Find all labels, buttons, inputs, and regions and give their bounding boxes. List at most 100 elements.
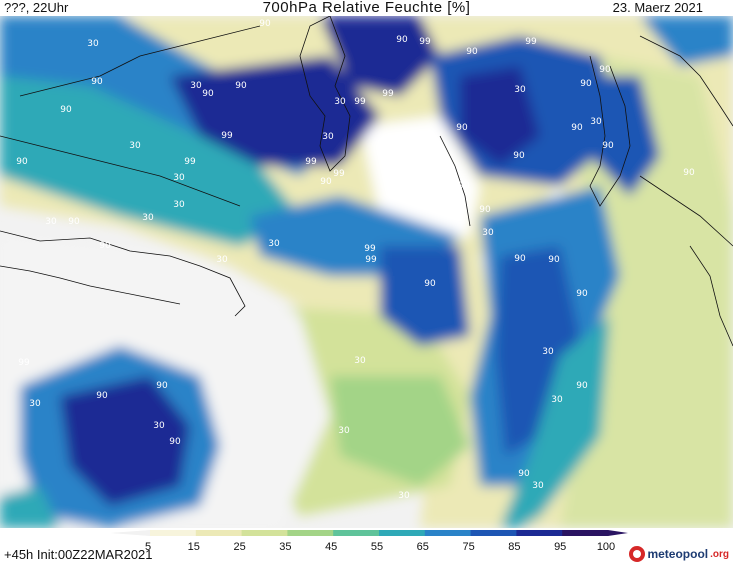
contour-label: 90 xyxy=(202,89,214,99)
logo-text: meteopool xyxy=(647,547,709,561)
contour-label: 30 xyxy=(268,239,280,249)
contour-label: 90 xyxy=(683,168,695,178)
colorbar-tick-label: 95 xyxy=(554,541,566,552)
contour-label: 30 xyxy=(398,491,410,501)
contour-label: 30 xyxy=(542,347,554,357)
colorbar-segment xyxy=(379,530,426,536)
contour-label: 99 xyxy=(525,37,537,47)
contour-label: 99 xyxy=(382,89,394,99)
contour-label: 90 xyxy=(428,141,440,151)
contour-label: 30 xyxy=(153,421,165,431)
colorbar-tick-label: 5 xyxy=(145,541,151,552)
contour-label: 90 xyxy=(99,241,111,251)
contour-label: 99 xyxy=(305,157,317,167)
contour-label: 90 xyxy=(513,151,525,161)
contour-label: 30 xyxy=(142,213,154,223)
contour-label: 90 xyxy=(458,181,470,191)
coastlines xyxy=(0,16,733,347)
contour-label: 90 xyxy=(424,279,436,289)
contour-label: 30 xyxy=(354,356,366,366)
contour-label: 90 xyxy=(16,157,28,167)
contour-label: 90 xyxy=(599,65,611,75)
colorbar-segment xyxy=(333,530,380,536)
contour-label: 90 xyxy=(396,35,408,45)
contour-label: 90 xyxy=(571,123,583,133)
contour-label: 30 xyxy=(190,81,202,91)
run-info: +45h Init:00Z22MAR2021 xyxy=(4,547,153,562)
contour-label: 30 xyxy=(45,217,57,227)
contour-label: 30 xyxy=(590,117,602,127)
contour-label: 30 xyxy=(338,426,350,436)
colorbar-min-arrow xyxy=(110,530,150,536)
contour-label: 90 xyxy=(169,437,181,447)
colorbar-tick-label: 15 xyxy=(188,541,200,552)
colorbar-tick-label: 25 xyxy=(233,541,245,552)
colorbar-segment xyxy=(424,530,472,536)
contour-label: 30 xyxy=(173,200,185,210)
contour-label: 90 xyxy=(602,141,614,151)
forecast-date: 23. Maerz 2021 xyxy=(612,0,703,15)
contour-label: 30 xyxy=(216,255,228,265)
map-title: 700hPa Relative Feuchte [%] xyxy=(262,0,471,16)
contour-label: 30 xyxy=(173,173,185,183)
contour-label: 99 xyxy=(18,358,30,368)
contour-label: 99 xyxy=(354,97,366,107)
humidity-field xyxy=(0,16,733,528)
colorbar-segment xyxy=(150,530,197,536)
colorbar-tick-label: 35 xyxy=(279,541,291,552)
contour-label: 90 xyxy=(96,391,108,401)
contour-label: 99 xyxy=(419,37,431,47)
contour-label: 90 xyxy=(466,47,478,57)
contour-label: 90 xyxy=(518,469,530,479)
contour-label: 90 xyxy=(60,105,72,115)
contour-label: 30 xyxy=(532,481,544,491)
contour-label: 30 xyxy=(514,85,526,95)
contour-label: 90 xyxy=(320,177,332,187)
colorbar-max-arrow xyxy=(608,530,628,536)
contour-label: 90 xyxy=(548,255,560,265)
logo-icon xyxy=(629,546,646,562)
contour-label: 90 xyxy=(68,217,80,227)
contour-label: 90 xyxy=(156,381,168,391)
colorbar-tick-label: 65 xyxy=(417,541,429,552)
contour-label: 30 xyxy=(322,132,334,142)
contour-label: 99 xyxy=(221,131,233,141)
meteopool-logo: meteopool .org xyxy=(629,546,729,562)
colorbar-tick-label: 100 xyxy=(597,541,615,552)
contour-label: 30 xyxy=(334,97,346,107)
colorbar-segment xyxy=(195,530,243,536)
contour-label: 90 xyxy=(580,79,592,89)
region-time-label: ???, 22Uhr xyxy=(4,0,69,15)
colorbar-tick-label: 45 xyxy=(325,541,337,552)
contour-label: 90 xyxy=(576,381,588,391)
contour-label: 99 xyxy=(333,169,345,179)
contour-label: 99 xyxy=(365,255,377,265)
colorbar-tick-label: 85 xyxy=(508,541,520,552)
contour-label: 90 xyxy=(456,123,468,133)
logo-tld: .org xyxy=(710,548,729,560)
contour-label: 90 xyxy=(576,289,588,299)
colorbar-segment xyxy=(241,530,288,536)
contour-label: 90 xyxy=(479,205,491,215)
colorbar-tick-label: 75 xyxy=(462,541,474,552)
contour-label: 90 xyxy=(235,81,247,91)
colorbar-segment xyxy=(287,530,334,536)
colorbar: 5 15 25 35 45 55 65 75 85 95 100 xyxy=(110,530,628,552)
contour-label: 99 xyxy=(364,244,376,254)
contour-label: 30 xyxy=(87,39,99,49)
contour-label: 30 xyxy=(129,141,141,151)
contour-label: 99 xyxy=(184,157,196,167)
contour-label: 30 xyxy=(482,228,494,238)
contour-label: 30 xyxy=(29,399,41,409)
contour-label: 90 xyxy=(514,254,526,264)
colorbar-segment xyxy=(562,530,609,536)
contour-label: 30 xyxy=(551,395,563,405)
contour-label: 90 xyxy=(91,77,103,87)
contour-label: 90 xyxy=(259,19,271,29)
colorbar-segment xyxy=(470,530,517,536)
colorbar-segment xyxy=(516,530,563,536)
colorbar-tick-label: 55 xyxy=(371,541,383,552)
